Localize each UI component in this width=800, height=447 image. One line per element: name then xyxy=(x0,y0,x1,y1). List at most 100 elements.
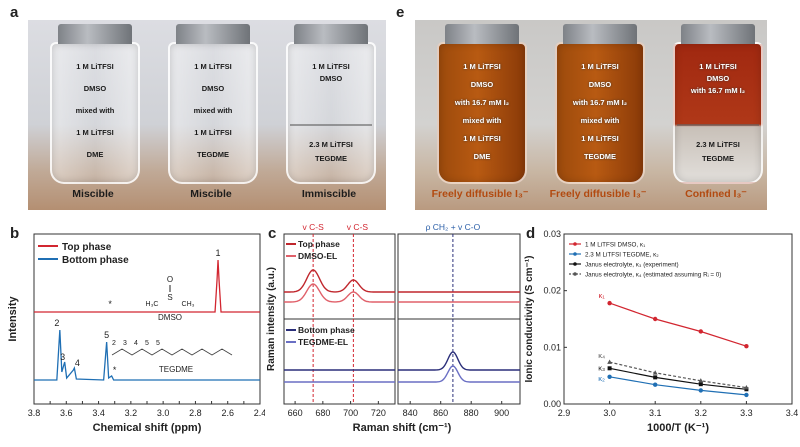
legend-label: DMSO-EL xyxy=(298,251,337,261)
phase-boundary xyxy=(677,124,759,126)
molecule-label-tegdme: TEGDME xyxy=(159,365,193,374)
panel-letter-d: d xyxy=(526,225,535,242)
series-top-phase-left xyxy=(284,269,395,293)
vial-label-line: 1 M LiTFSI xyxy=(76,62,114,71)
vial-label-line: 1 M LiTFSI xyxy=(312,62,350,71)
peak-label: * xyxy=(113,365,117,375)
legend-marker xyxy=(573,242,577,246)
panel-letter-c: c xyxy=(268,225,276,242)
x-tick-label: 3.4 xyxy=(786,408,799,418)
data-point xyxy=(698,329,703,334)
data-point xyxy=(653,382,658,387)
peak-label: 2 xyxy=(54,318,59,328)
vial-label-line: DMSO xyxy=(83,84,107,93)
structure-number: 4 xyxy=(134,340,138,347)
x-tick-label: 3.0 xyxy=(603,408,616,418)
vial-label-line: DMSO xyxy=(588,80,612,89)
data-point xyxy=(698,388,703,393)
peak-label: * xyxy=(108,299,112,309)
peak-label: 3 xyxy=(60,352,65,362)
series-line-3 xyxy=(609,367,747,390)
plot-frame xyxy=(563,233,793,405)
vial-label-line: mixed with xyxy=(193,106,233,115)
y-tick-label: 0.01 xyxy=(543,342,561,352)
series-tag: κ₁ xyxy=(598,291,605,300)
y-tick-label: 0.00 xyxy=(543,399,561,409)
x-tick-label: 840 xyxy=(403,408,418,418)
series-tag: κ₂ xyxy=(598,374,605,383)
structure-number: 5 xyxy=(156,340,160,347)
vial-cap xyxy=(58,24,132,44)
data-point xyxy=(652,370,658,375)
y-axis-label: Ionic conductivity (S cm⁻¹) xyxy=(524,256,535,383)
data-point xyxy=(744,384,749,390)
vial-caption: Confined I₃⁻ xyxy=(685,188,747,200)
structure-atom: CH₃ xyxy=(182,301,195,308)
vial-a-2: 1 M LiTFSI DMSO mixed with 1 M LiTFSI TEGDME xyxy=(168,24,258,184)
data-point xyxy=(744,392,749,398)
vial-e-1: 1 M LiTFSI DMSO with 16.7 mM I₂ mixed with 1… xyxy=(437,24,527,184)
vial-label-line: DME xyxy=(473,152,491,161)
peak-label: 1 xyxy=(216,248,221,258)
x-tick-label: 2.8 xyxy=(189,408,202,418)
data-point xyxy=(607,359,612,364)
x-axis-label: Raman shift (cm⁻¹) xyxy=(353,422,452,434)
vial-label-line: mixed with xyxy=(462,116,502,125)
x-tick-label: 3.3 xyxy=(740,408,753,418)
conductivity-chart-d: d 2.9 3.0 3.1 3.2 3.3 3.4 0.00 0.01 0.02 0.03 1000/… xyxy=(522,222,800,447)
vial-label-line: with 16.7 mM I₂ xyxy=(572,98,628,107)
legend-marker xyxy=(573,262,577,266)
vial-caption: Freely diffusible I₃⁻ xyxy=(431,188,529,200)
structure-chain xyxy=(111,348,233,356)
vial-e-3: 1 M LiTFSI DMSO with 16.7 mM I₂ 2.3 M LiTFS… xyxy=(673,24,763,184)
series-line-2 xyxy=(609,376,747,396)
legend-label: 2.3 M LiTFSI TEGDME, κ₂ xyxy=(585,252,659,259)
structure-number: 2 xyxy=(112,340,116,347)
legend-marker xyxy=(573,272,577,276)
x-tick-label: 3.0 xyxy=(157,408,170,418)
y-axis-label: Raman intensity (a.u.) xyxy=(266,267,277,371)
vial-caption: Miscible xyxy=(72,188,114,200)
vial-label-line: 1 M LiTFSI xyxy=(463,62,501,71)
legend-label: Bottom phase xyxy=(62,255,129,266)
vial-label-line: mixed with xyxy=(580,116,620,125)
x-tick-label: 3.2 xyxy=(695,408,708,418)
legend-label: TEGDME-EL xyxy=(298,337,348,347)
annotation: v C-S xyxy=(347,222,369,232)
annotation: ρ CH₂ + v C-O xyxy=(426,222,481,232)
data-point xyxy=(653,375,658,380)
vial-label-line: 1 M LiTFSI xyxy=(194,128,232,137)
legend-label: Bottom phase xyxy=(298,325,355,335)
legend-label: Janus electrolyte, κ₄ (estimated assumin… xyxy=(585,272,721,279)
series-tag: κ₄ xyxy=(598,351,605,360)
x-tick-label: 3.4 xyxy=(92,408,105,418)
vial-label-line: mixed with xyxy=(75,106,115,115)
data-point xyxy=(607,300,612,306)
vial-cap xyxy=(176,24,250,44)
y-tick-label: 0.03 xyxy=(543,229,561,239)
series-line-1 xyxy=(609,302,747,347)
panel-letter-a: a xyxy=(10,4,19,21)
vial-e-2: 1 M LiTFSI DMSO with 16.7 mM I₂ mixed with 1… xyxy=(555,24,645,184)
vial-label-line: 2.3 M LiTFSI xyxy=(696,140,740,149)
vial-cap xyxy=(563,24,637,44)
vial-label-line: with 16.7 mM I₂ xyxy=(454,98,510,107)
vial-cap xyxy=(445,24,519,44)
series-line-4 xyxy=(609,361,747,389)
x-tick-label: 660 xyxy=(288,408,303,418)
annotation: v C-S xyxy=(303,222,325,232)
x-axis-label: Chemical shift (ppm) xyxy=(93,422,202,434)
structure-number: 3 xyxy=(123,340,127,347)
x-tick-label: 3.8 xyxy=(28,408,41,418)
vial-label-line: 1 M LiTFSI xyxy=(699,62,737,71)
series-dmso-el-left xyxy=(284,283,395,303)
x-tick-label: 880 xyxy=(464,408,479,418)
series-bottom-phase-right xyxy=(398,351,520,371)
x-tick-label: 3.6 xyxy=(60,408,73,418)
structure-atom: S xyxy=(167,293,172,302)
legend-label: Janus electrolyte, κ₃ (experiment) xyxy=(585,262,679,269)
x-tick-label: 2.9 xyxy=(558,408,571,418)
data-point xyxy=(607,374,612,379)
phase-boundary xyxy=(290,124,372,126)
peak-label: 4 xyxy=(75,358,80,368)
